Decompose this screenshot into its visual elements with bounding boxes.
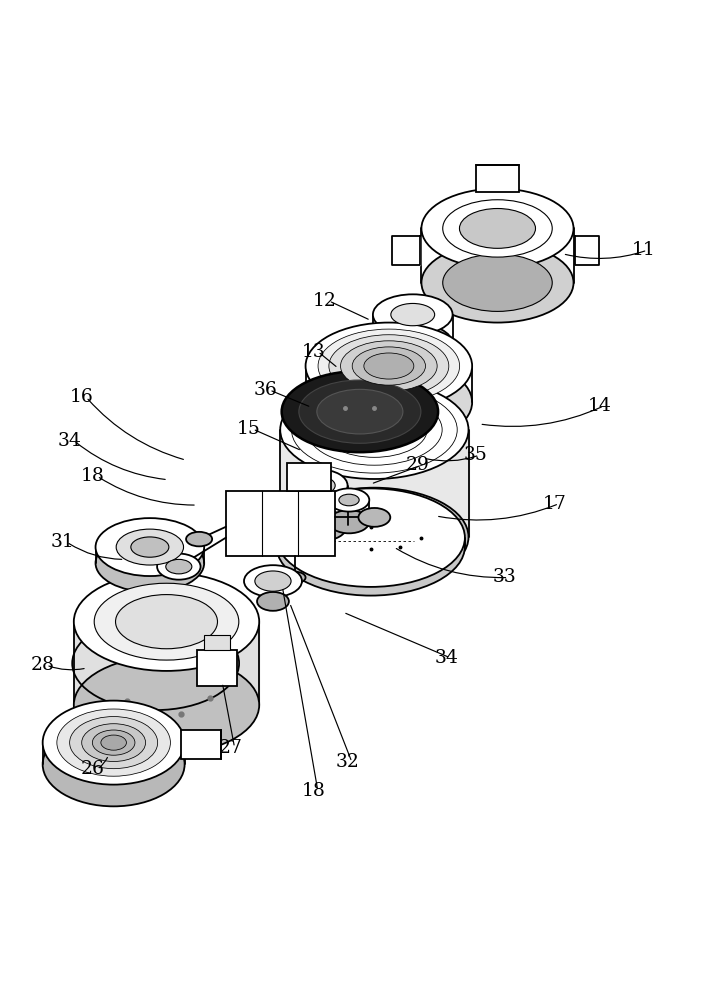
Ellipse shape	[186, 532, 212, 546]
Ellipse shape	[57, 709, 170, 776]
Text: 14: 14	[588, 397, 612, 415]
Text: 34: 34	[58, 432, 81, 450]
Ellipse shape	[305, 323, 472, 409]
Ellipse shape	[280, 381, 468, 479]
Polygon shape	[393, 236, 420, 265]
Text: 34: 34	[435, 649, 458, 667]
Ellipse shape	[276, 497, 465, 596]
Ellipse shape	[116, 595, 217, 649]
Bar	[197, 650, 238, 686]
Bar	[204, 635, 230, 650]
Ellipse shape	[81, 724, 145, 762]
Ellipse shape	[318, 329, 459, 403]
Ellipse shape	[373, 323, 453, 364]
Ellipse shape	[391, 303, 435, 326]
Text: 17: 17	[543, 495, 567, 513]
Ellipse shape	[364, 353, 414, 379]
Ellipse shape	[257, 592, 289, 611]
Ellipse shape	[339, 494, 359, 506]
Ellipse shape	[340, 341, 437, 391]
Ellipse shape	[276, 488, 465, 587]
Ellipse shape	[317, 389, 403, 434]
Ellipse shape	[373, 294, 453, 335]
Ellipse shape	[422, 189, 574, 268]
Text: 12: 12	[313, 292, 337, 310]
Ellipse shape	[95, 583, 238, 660]
Ellipse shape	[422, 243, 574, 323]
Ellipse shape	[74, 572, 260, 671]
Ellipse shape	[74, 656, 260, 754]
Ellipse shape	[166, 559, 192, 574]
Ellipse shape	[352, 347, 425, 385]
Ellipse shape	[43, 701, 185, 785]
Ellipse shape	[299, 380, 421, 443]
Ellipse shape	[329, 510, 369, 533]
Text: 27: 27	[219, 739, 243, 757]
Text: 32: 32	[336, 753, 360, 771]
Ellipse shape	[284, 572, 305, 583]
Ellipse shape	[329, 488, 369, 512]
Ellipse shape	[305, 359, 472, 446]
Polygon shape	[280, 430, 468, 537]
Ellipse shape	[70, 717, 158, 769]
Ellipse shape	[292, 470, 348, 501]
Ellipse shape	[101, 735, 126, 750]
Text: 16: 16	[71, 388, 94, 406]
Polygon shape	[74, 622, 260, 705]
Ellipse shape	[43, 722, 185, 806]
Ellipse shape	[116, 529, 183, 565]
Text: 13: 13	[302, 343, 326, 361]
Text: 31: 31	[51, 533, 74, 551]
Ellipse shape	[281, 371, 438, 452]
Ellipse shape	[443, 254, 553, 311]
Ellipse shape	[95, 534, 204, 592]
Ellipse shape	[244, 565, 302, 597]
Bar	[475, 165, 519, 192]
Text: 29: 29	[406, 456, 430, 474]
Ellipse shape	[459, 209, 536, 248]
Ellipse shape	[443, 200, 553, 257]
Text: 18: 18	[81, 467, 105, 485]
Ellipse shape	[131, 537, 169, 557]
Ellipse shape	[358, 508, 390, 527]
Ellipse shape	[157, 554, 201, 580]
Ellipse shape	[255, 571, 291, 591]
Text: 28: 28	[31, 656, 55, 674]
Text: 33: 33	[492, 568, 516, 586]
Polygon shape	[575, 236, 599, 265]
Ellipse shape	[329, 335, 449, 397]
Ellipse shape	[280, 488, 468, 586]
Text: 11: 11	[632, 241, 655, 259]
Text: 26: 26	[81, 760, 105, 778]
Bar	[181, 730, 221, 759]
Text: 18: 18	[302, 782, 326, 800]
Text: 35: 35	[463, 446, 487, 464]
Bar	[287, 463, 331, 491]
Bar	[226, 491, 334, 556]
Text: 36: 36	[254, 381, 277, 399]
Text: 15: 15	[237, 420, 261, 438]
Ellipse shape	[292, 509, 348, 541]
Ellipse shape	[305, 477, 335, 494]
Ellipse shape	[95, 518, 204, 576]
Ellipse shape	[92, 730, 135, 755]
